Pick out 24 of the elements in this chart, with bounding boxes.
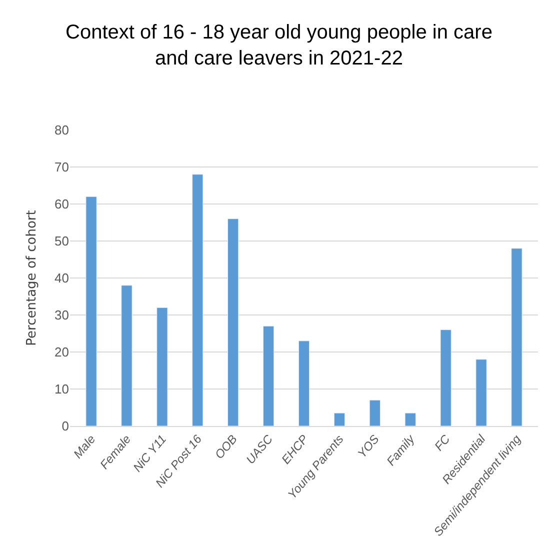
bar xyxy=(262,326,274,426)
y-tick-label: 30 xyxy=(54,308,69,323)
bar xyxy=(298,340,310,426)
bar xyxy=(192,174,204,426)
bar xyxy=(228,218,239,426)
bar xyxy=(440,330,452,426)
y-axis-title: Percentage of cohort xyxy=(24,210,40,346)
bar xyxy=(476,359,487,426)
bar xyxy=(156,307,168,426)
bar xyxy=(511,248,522,426)
y-tick-label: 20 xyxy=(54,344,69,360)
y-tick-label: 70 xyxy=(54,160,69,175)
y-tick-label: 40 xyxy=(54,270,69,286)
bar xyxy=(369,400,380,426)
y-tick-label: 60 xyxy=(54,196,69,212)
bar xyxy=(86,196,97,426)
bar xyxy=(334,412,346,426)
y-tick-label: 50 xyxy=(54,234,69,249)
y-tick-label: 10 xyxy=(54,382,69,397)
bar xyxy=(121,285,132,426)
y-tick-label: 0 xyxy=(62,418,69,434)
bar xyxy=(404,412,416,426)
chart-title: Context of 16 - 18 year old young people in care and care leavers in 2021-22 xyxy=(66,22,492,70)
y-tick-label: 80 xyxy=(54,122,69,138)
